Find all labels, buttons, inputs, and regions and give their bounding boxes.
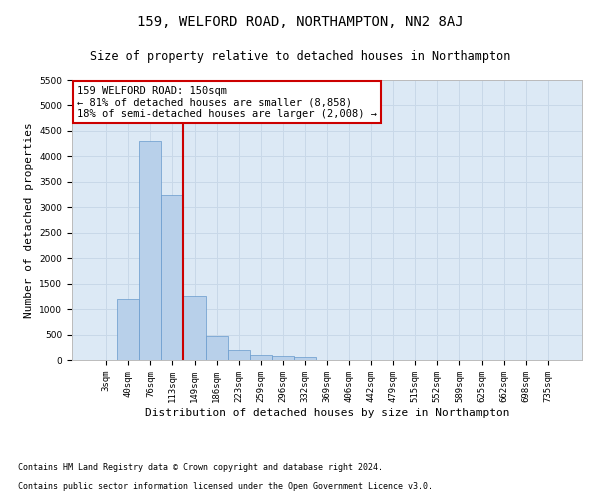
Bar xyxy=(139,141,161,360)
Bar xyxy=(117,299,139,360)
Bar xyxy=(206,336,227,360)
Bar xyxy=(294,358,316,360)
Bar xyxy=(250,355,272,360)
Bar xyxy=(272,356,294,360)
Y-axis label: Number of detached properties: Number of detached properties xyxy=(24,122,34,318)
Bar xyxy=(227,350,250,360)
Text: 159 WELFORD ROAD: 150sqm
← 81% of detached houses are smaller (8,858)
18% of sem: 159 WELFORD ROAD: 150sqm ← 81% of detach… xyxy=(77,86,377,119)
Text: 159, WELFORD ROAD, NORTHAMPTON, NN2 8AJ: 159, WELFORD ROAD, NORTHAMPTON, NN2 8AJ xyxy=(137,15,463,29)
X-axis label: Distribution of detached houses by size in Northampton: Distribution of detached houses by size … xyxy=(145,408,509,418)
Text: Size of property relative to detached houses in Northampton: Size of property relative to detached ho… xyxy=(90,50,510,63)
Bar xyxy=(161,194,184,360)
Text: Contains public sector information licensed under the Open Government Licence v3: Contains public sector information licen… xyxy=(18,482,433,491)
Text: Contains HM Land Registry data © Crown copyright and database right 2024.: Contains HM Land Registry data © Crown c… xyxy=(18,464,383,472)
Bar xyxy=(184,296,206,360)
